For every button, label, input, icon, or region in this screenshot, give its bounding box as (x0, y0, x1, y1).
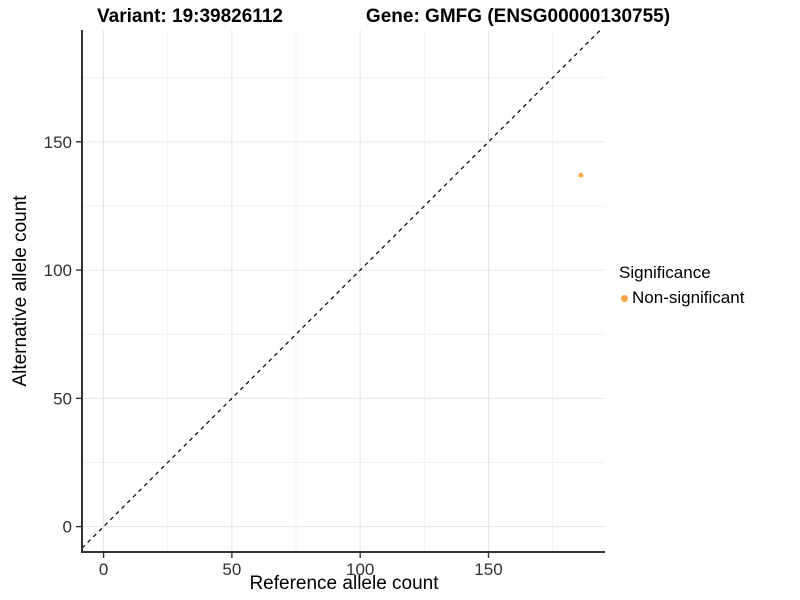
gene-title: Gene: GMFG (ENSG00000130755) (365, 6, 671, 27)
variant-title: Variant: 19:39826112 (97, 6, 283, 27)
data-point (578, 172, 584, 178)
y-tick-label: 50 (53, 389, 72, 408)
legend-item-label: Non-significant (632, 288, 745, 307)
legend-item-non-significant: Non-significant (619, 288, 744, 308)
x-tick-label: 50 (222, 560, 241, 579)
x-axis-label: Reference allele count (249, 573, 439, 594)
x-tick-label: 150 (474, 560, 502, 579)
legend-point-icon (621, 294, 628, 302)
y-tick-label: 0 (63, 518, 72, 537)
x-tick-label: 0 (99, 560, 108, 579)
x-tick-label: 100 (346, 560, 374, 579)
y-tick-label: 150 (44, 133, 72, 152)
y-axis-label: Alternative allele count (10, 195, 31, 387)
legend: Significance Non-significant (619, 263, 744, 308)
identity-reference-line (82, 30, 601, 549)
legend-title: Significance (619, 263, 711, 282)
y-tick-label: 100 (44, 261, 72, 280)
